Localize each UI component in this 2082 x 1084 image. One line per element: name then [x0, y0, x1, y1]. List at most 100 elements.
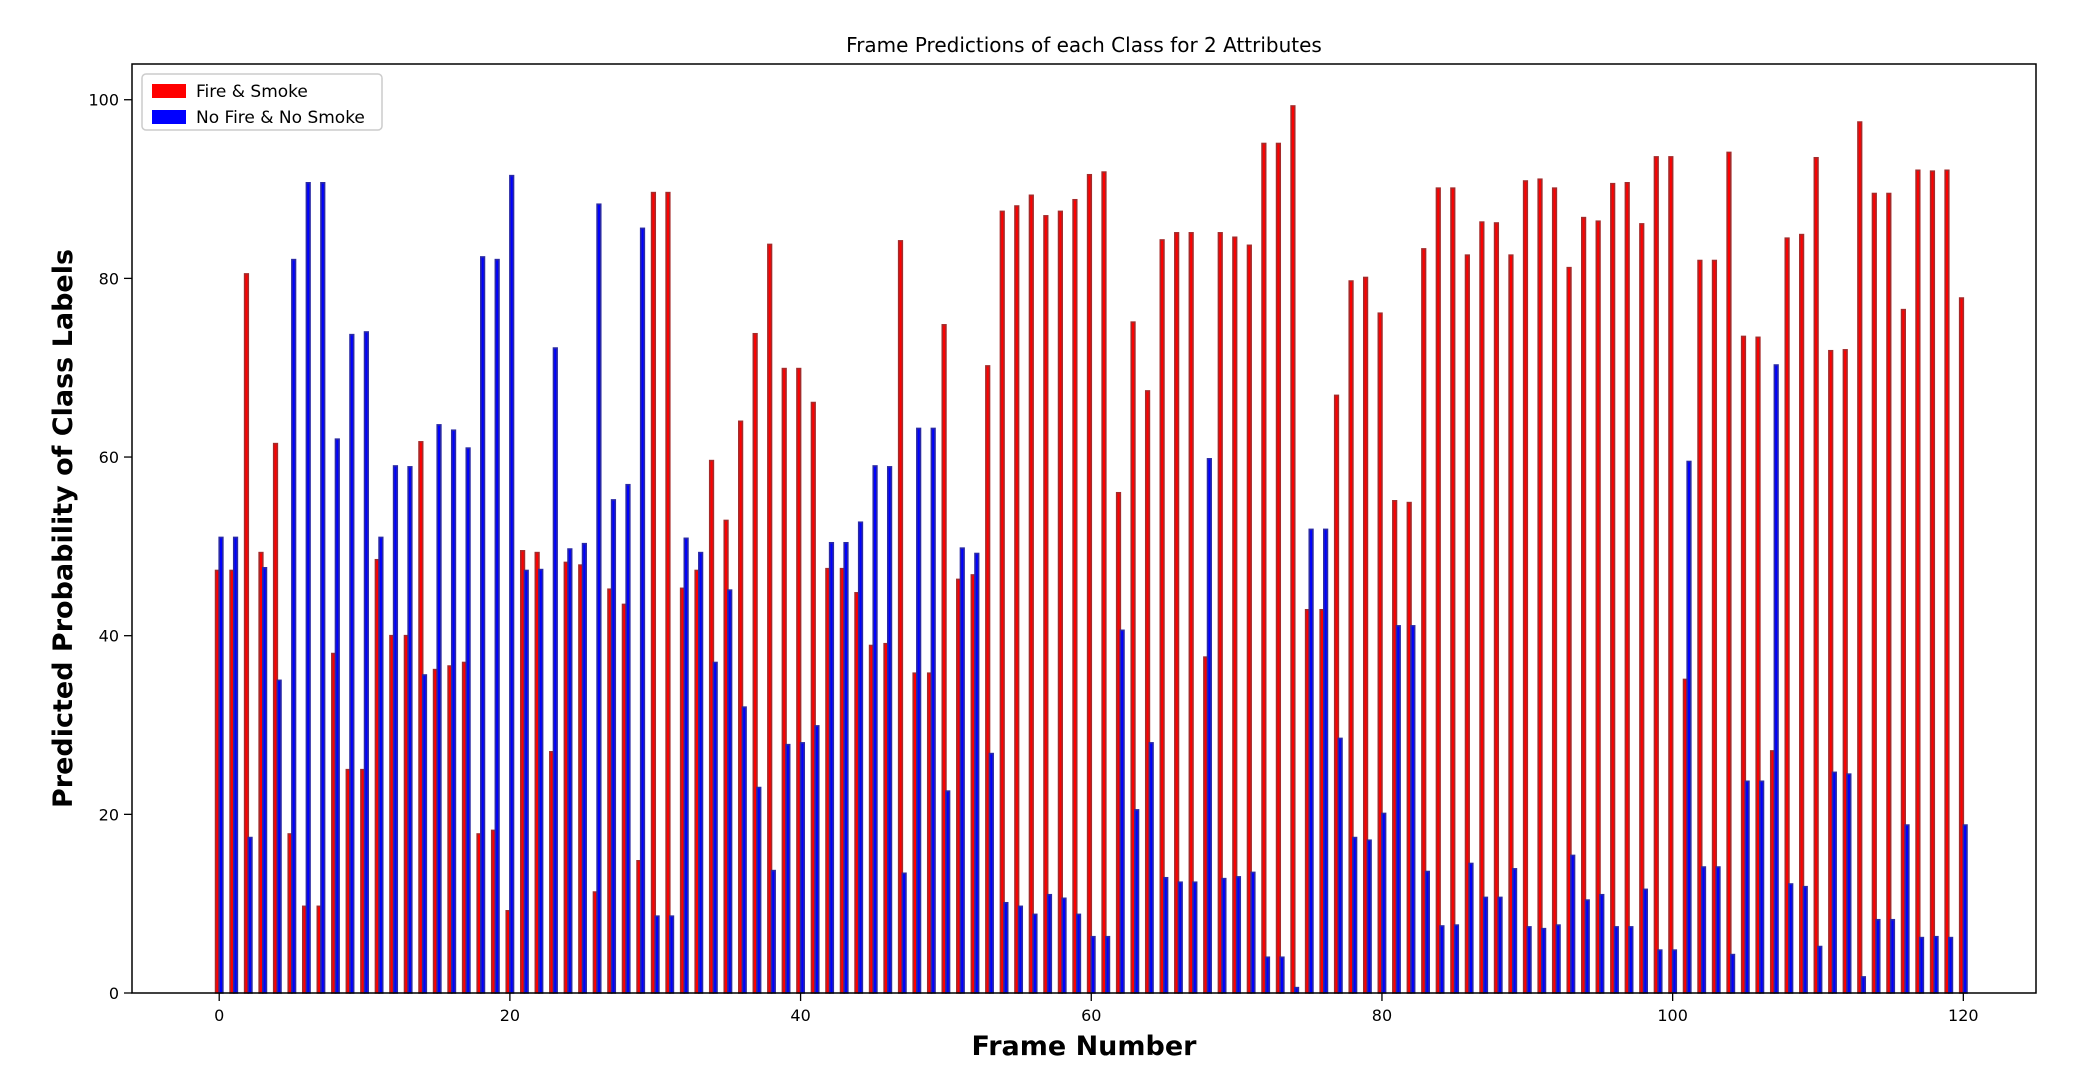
bar-no-fire-no-smoke-frame-60	[1090, 935, 1096, 994]
bar-no-fire-no-smoke-frame-49	[930, 427, 936, 994]
bar-fire-smoke-frame-73	[1275, 142, 1282, 994]
bar-no-fire-no-smoke-frame-10	[363, 331, 369, 994]
bar-no-fire-no-smoke-frame-57	[1046, 893, 1053, 994]
x-tick-label-60: 60	[1081, 1006, 1101, 1025]
bar-no-fire-no-smoke-frame-101	[1686, 460, 1692, 994]
bar-no-fire-no-smoke-frame-90	[1526, 926, 1532, 994]
bar-no-fire-no-smoke-frame-18	[480, 256, 486, 994]
bar-no-fire-no-smoke-frame-11	[378, 536, 384, 994]
bar-no-fire-no-smoke-frame-28	[625, 483, 631, 994]
bar-no-fire-no-smoke-frame-7	[320, 182, 326, 994]
bar-no-fire-no-smoke-frame-5	[291, 258, 297, 994]
bar-no-fire-no-smoke-frame-15	[436, 424, 442, 994]
bar-no-fire-no-smoke-frame-92	[1555, 924, 1561, 994]
bar-no-fire-no-smoke-frame-30	[654, 915, 660, 994]
bar-fire-smoke-frame-117	[1915, 169, 1921, 994]
legend-label-fire-smoke: Fire & Smoke	[196, 82, 308, 102]
bar-no-fire-no-smoke-frame-120	[1962, 824, 1968, 994]
plot-frame	[131, 63, 2037, 994]
bar-no-fire-no-smoke-frame-14	[421, 674, 428, 994]
bar-no-fire-no-smoke-frame-37	[756, 786, 762, 994]
legend: Fire & Smoke No Fire & No Smoke	[141, 73, 383, 131]
bar-fire-smoke-frame-60	[1086, 173, 1093, 994]
bar-no-fire-no-smoke-frame-34	[712, 661, 718, 994]
bar-no-fire-no-smoke-frame-25	[581, 542, 587, 994]
bar-no-fire-no-smoke-frame-107	[1773, 364, 1779, 994]
bar-no-fire-no-smoke-frame-98	[1642, 888, 1648, 994]
bar-no-fire-no-smoke-frame-84	[1439, 925, 1445, 994]
bar-no-fire-no-smoke-frame-111	[1831, 771, 1837, 994]
bar-fire-smoke-frame-97	[1624, 182, 1630, 994]
bar-no-fire-no-smoke-frame-21	[523, 569, 529, 994]
bar-no-fire-no-smoke-frame-82	[1410, 625, 1416, 994]
bar-no-fire-no-smoke-frame-33	[698, 551, 704, 994]
bar-no-fire-no-smoke-frame-64	[1148, 742, 1154, 994]
bar-no-fire-no-smoke-frame-23	[552, 347, 558, 994]
bar-fire-smoke-frame-54	[999, 210, 1005, 994]
bar-no-fire-no-smoke-frame-73	[1279, 956, 1285, 994]
bar-no-fire-no-smoke-frame-2	[247, 836, 253, 994]
bar-no-fire-no-smoke-frame-55	[1017, 905, 1024, 994]
legend-label-no-fire-no-smoke: No Fire & No Smoke	[196, 108, 365, 128]
bar-no-fire-no-smoke-frame-99	[1657, 949, 1663, 994]
legend-swatch-fire-smoke	[152, 84, 186, 98]
bar-no-fire-no-smoke-frame-63	[1134, 809, 1140, 994]
bar-no-fire-no-smoke-frame-39	[785, 743, 791, 994]
x-tick-label-80: 80	[1372, 1006, 1392, 1025]
bar-fire-smoke-frame-59	[1072, 198, 1078, 994]
bar-fire-smoke-frame-118	[1929, 170, 1936, 994]
chart-title: Frame Predictions of each Class for 2 At…	[846, 33, 1322, 57]
bar-no-fire-no-smoke-frame-13	[407, 466, 413, 994]
bar-fire-smoke-frame-55	[1014, 205, 1020, 994]
bar-no-fire-no-smoke-frame-51	[959, 547, 965, 994]
bar-no-fire-no-smoke-frame-67	[1192, 881, 1198, 994]
bar-no-fire-no-smoke-frame-52	[974, 552, 980, 994]
bar-no-fire-no-smoke-frame-115	[1889, 918, 1896, 994]
bar-no-fire-no-smoke-frame-38	[770, 869, 776, 994]
bar-no-fire-no-smoke-frame-48	[916, 427, 922, 994]
bar-no-fire-no-smoke-frame-85	[1453, 924, 1460, 994]
bar-no-fire-no-smoke-frame-113	[1860, 976, 1867, 994]
y-tick-label-60: 60	[99, 448, 119, 467]
bar-fire-smoke-frame-100	[1668, 156, 1674, 994]
bar-no-fire-no-smoke-frame-105	[1744, 780, 1750, 994]
bar-no-fire-no-smoke-frame-91	[1541, 927, 1547, 994]
bar-no-fire-no-smoke-frame-65	[1163, 876, 1169, 994]
x-tick-label-20: 20	[500, 1006, 520, 1025]
bar-no-fire-no-smoke-frame-71	[1250, 871, 1256, 994]
bar-no-fire-no-smoke-frame-119	[1947, 936, 1954, 994]
bar-no-fire-no-smoke-frame-68	[1206, 458, 1212, 994]
bar-fire-smoke-frame-91	[1537, 178, 1543, 994]
bar-no-fire-no-smoke-frame-83	[1424, 870, 1430, 994]
bar-no-fire-no-smoke-frame-6	[305, 182, 311, 994]
bar-fire-smoke-frame-114	[1871, 192, 1877, 994]
bar-no-fire-no-smoke-frame-24	[567, 548, 573, 994]
bar-no-fire-no-smoke-frame-116	[1904, 824, 1910, 994]
bar-no-fire-no-smoke-frame-88	[1497, 896, 1503, 994]
bar-no-fire-no-smoke-frame-79	[1366, 839, 1372, 994]
x-tick-label-120: 120	[1948, 1006, 1979, 1025]
bar-fire-smoke-frame-96	[1610, 182, 1616, 994]
bar-no-fire-no-smoke-frame-94	[1584, 899, 1590, 994]
bar-fire-smoke-frame-110	[1813, 156, 1819, 994]
bar-fire-smoke-frame-58	[1057, 210, 1063, 994]
bar-no-fire-no-smoke-frame-59	[1075, 913, 1082, 994]
bar-no-fire-no-smoke-frame-54	[1003, 901, 1009, 994]
bar-no-fire-no-smoke-frame-35	[727, 589, 733, 994]
bar-no-fire-no-smoke-frame-100	[1671, 949, 1678, 994]
bar-no-fire-no-smoke-frame-22	[538, 568, 544, 994]
bar-fire-smoke-frame-66	[1174, 232, 1180, 994]
bar-no-fire-no-smoke-frame-106	[1759, 780, 1765, 994]
bar-fire-smoke-frame-72	[1261, 142, 1267, 994]
bar-no-fire-no-smoke-frame-74	[1293, 986, 1300, 994]
bar-fire-smoke-frame-88	[1493, 222, 1500, 994]
bar-fire-smoke-frame-119	[1944, 169, 1950, 994]
bar-no-fire-no-smoke-frame-118	[1933, 935, 1939, 994]
legend-swatch-no-fire-no-smoke	[152, 110, 186, 124]
axes-layer: 0 20 40 60 80 100 120 0 20 40 60 80 100	[88, 63, 2037, 1025]
bar-no-fire-no-smoke-frame-87	[1482, 896, 1489, 994]
bar-fire-smoke-frame-99	[1653, 156, 1659, 994]
bar-no-fire-no-smoke-frame-56	[1032, 913, 1038, 994]
bar-no-fire-no-smoke-frame-69	[1221, 877, 1227, 994]
bar-no-fire-no-smoke-frame-16	[450, 429, 457, 994]
